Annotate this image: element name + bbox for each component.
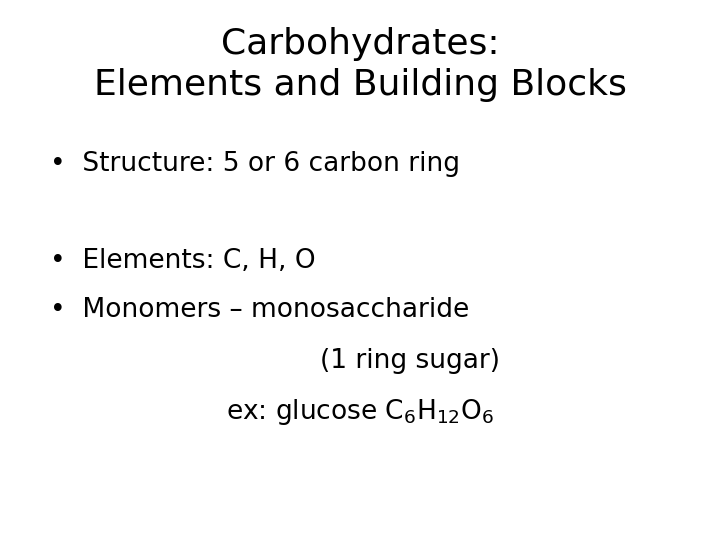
Text: •  Structure: 5 or 6 carbon ring: • Structure: 5 or 6 carbon ring <box>50 151 460 177</box>
Text: Carbohydrates:
Elements and Building Blocks: Carbohydrates: Elements and Building Blo… <box>94 27 626 102</box>
Text: •  Elements: C, H, O: • Elements: C, H, O <box>50 248 316 274</box>
Text: (1 ring sugar): (1 ring sugar) <box>320 348 500 374</box>
Text: •  Monomers – monosaccharide: • Monomers – monosaccharide <box>50 297 469 323</box>
Text: ex: glucose $\mathregular{C_6H_{12}O_6}$: ex: glucose $\mathregular{C_6H_{12}O_6}$ <box>226 397 494 427</box>
